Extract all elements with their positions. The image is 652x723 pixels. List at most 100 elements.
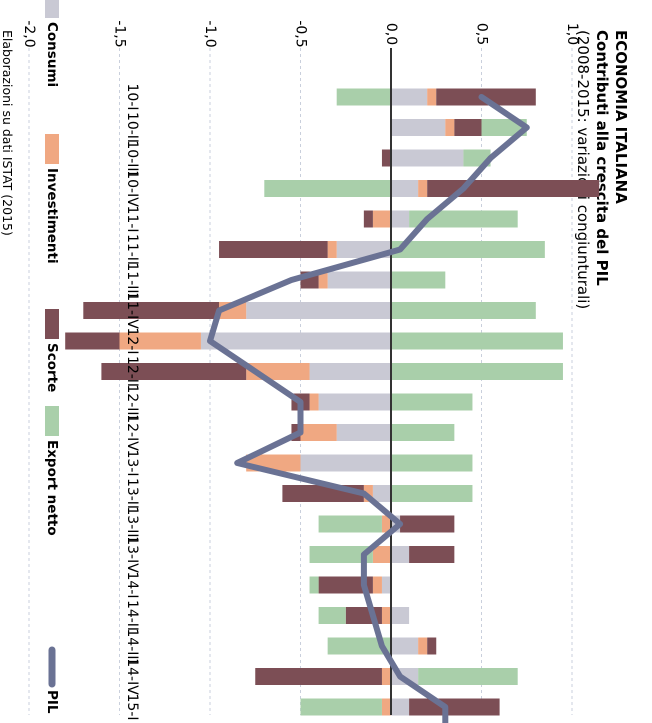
category-label: 15-II [124, 722, 140, 723]
source-block: Elaborazioni su dati ISTAT (2015) [0, 30, 15, 236]
bar-export-netto [391, 241, 545, 258]
bar-consumi [327, 271, 391, 289]
bar-export-netto [318, 607, 346, 624]
tick-label: 1,0 [564, 23, 580, 45]
bar-consumi [318, 393, 391, 411]
category-label: 11-III [124, 262, 140, 297]
bar-export-netto [300, 698, 382, 716]
category-label: 13-I [124, 450, 140, 477]
legend-swatch [45, 134, 59, 164]
category-label: 10-I [124, 84, 140, 111]
legend-swatch [45, 309, 59, 339]
category-label: 15-I [124, 694, 140, 721]
bar-scorte [381, 149, 391, 167]
bar-export-netto [418, 668, 518, 685]
bar-consumi [391, 180, 419, 197]
category-labels: 10-I10-II10-III10-IV11-I11-II11-III11-IV… [124, 84, 140, 723]
bar-export-netto [391, 363, 563, 380]
bar-consumi [246, 302, 391, 319]
category-label: 12-II [124, 356, 140, 387]
bar-consumi [309, 363, 391, 380]
legend-label: Investimenti [44, 168, 60, 264]
bar-export-netto [309, 576, 319, 594]
bar-investimenti [300, 424, 337, 441]
bar-investimenti [327, 241, 337, 258]
bar-export-netto [391, 424, 455, 441]
pil-line-layer [207, 94, 530, 723]
bar-investimenti [372, 576, 382, 594]
bar-export-netto [309, 546, 373, 563]
legend-swatch [45, 0, 59, 18]
category-label: 13-IV [124, 536, 140, 573]
bar-scorte [409, 546, 455, 563]
category-label: 13-III [124, 506, 140, 541]
chart-subtitle: Contributi alla crescita del PIL [593, 30, 611, 286]
bar-scorte [83, 302, 220, 319]
bar-investimenti [381, 607, 391, 624]
category-label: 13-II [124, 478, 140, 509]
category-label: 14-IV [124, 658, 140, 695]
chart-title: ECONOMIA ITALIANA [612, 30, 630, 204]
bar-scorte [255, 668, 382, 685]
category-label: 14-I [124, 572, 140, 599]
tick-label: 0,5 [474, 23, 490, 45]
legend-label: PIL [44, 690, 60, 714]
bar-scorte [101, 363, 247, 380]
legend-label: Scorte [44, 343, 60, 392]
legend-swatch [45, 406, 59, 436]
value-axis-ticks: -2,5-2,0-1,5-1,0-0,50,00,51,01,5 [21, 20, 580, 47]
bar-scorte [363, 210, 373, 228]
category-label: 12-I [124, 328, 140, 355]
category-label: 10-II [124, 112, 140, 143]
bar-consumi [200, 332, 391, 350]
bar-consumi [391, 88, 428, 106]
bar-investimenti [309, 393, 319, 411]
bar-investimenti [381, 698, 391, 716]
bar-investimenti [372, 210, 391, 228]
tick-label: -2,0 [21, 20, 37, 47]
bar-export-netto [391, 454, 473, 472]
bar-investimenti [119, 332, 201, 350]
bar-export-netto [391, 393, 473, 411]
bar-investimenti [372, 546, 391, 563]
bar-export-netto [391, 271, 446, 289]
category-label: 12-III [124, 384, 140, 419]
bar-export-netto [391, 302, 536, 319]
category-label: 11-I [124, 206, 140, 233]
tick-label: 0,0 [383, 23, 399, 45]
bar-export-netto [391, 332, 563, 350]
bar-consumi [372, 485, 391, 502]
bar-export-netto [391, 485, 473, 502]
tick-label: -0,5 [293, 20, 309, 47]
bar-scorte [65, 332, 120, 350]
source-note: Elaborazioni su dati ISTAT (2015) [0, 30, 15, 236]
bar-consumi [391, 637, 419, 655]
bar-investimenti [381, 515, 391, 533]
bar-consumi [391, 546, 410, 563]
tick-label: -1,5 [112, 20, 128, 47]
bar-scorte [318, 576, 373, 594]
legend-label: Export netto [44, 440, 60, 536]
bar-investimenti [318, 271, 328, 289]
bar-consumi [336, 424, 391, 441]
bar-investimenti [418, 637, 428, 655]
bar-consumi [391, 698, 410, 716]
bar-scorte [427, 637, 437, 655]
legend-label: Consumi [44, 22, 60, 87]
category-label: 12-IV [124, 414, 140, 451]
category-label: 10-III [124, 140, 140, 175]
bar-consumi [391, 149, 464, 167]
bar-consumi [391, 210, 410, 228]
bar-export-netto [318, 515, 382, 533]
category-label: 14-III [124, 628, 140, 663]
title-block: ECONOMIA ITALIANA Contributi alla cresci… [574, 30, 630, 309]
bar-scorte [454, 119, 482, 136]
bar-export-netto [264, 180, 391, 197]
bars [65, 88, 600, 716]
legend: Consumi Investimenti Scorte Export netto PIL [44, 0, 60, 714]
bar-investimenti [418, 180, 428, 197]
bar-investimenti [427, 88, 437, 106]
category-label: 11-II [124, 234, 140, 265]
bar-investimenti [381, 668, 391, 685]
